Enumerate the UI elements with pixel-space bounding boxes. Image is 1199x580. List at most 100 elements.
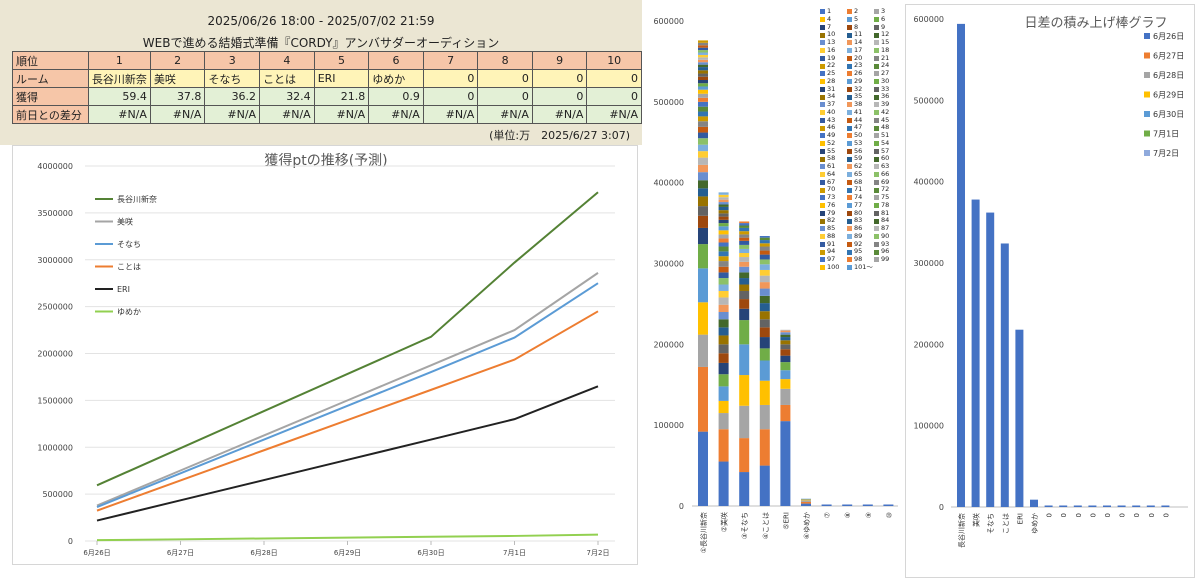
legend-item: 62 (847, 163, 874, 171)
bar-segment (718, 290, 729, 298)
legend-label: 8 (854, 23, 859, 31)
legend-item: 53 (847, 140, 874, 148)
points-cell: 21.8 (313, 87, 370, 106)
legend-item: 60 (874, 155, 901, 163)
bar-segment (759, 337, 770, 349)
legend-label: 26 (854, 70, 863, 77)
x-tick-label: ⑥ゆめか (803, 512, 811, 539)
legend-label: 75 (881, 194, 890, 201)
stacked-bar-chart: 0 100000 200000 300000 400000 500000 600000 ①長谷… (653, 17, 898, 553)
bar-segment (698, 111, 708, 117)
legend-item: 5 (847, 16, 874, 24)
legend-item: 25 (820, 70, 847, 78)
bar-segment (739, 244, 750, 249)
rank-cell: 1 (87, 51, 151, 70)
bar (1030, 499, 1038, 507)
legend-swatch (1144, 91, 1150, 98)
legend-label: 44 (854, 116, 863, 124)
bar-segment (801, 503, 811, 506)
legend-label: 66 (881, 170, 890, 178)
legend-label: 29 (854, 77, 863, 85)
legend-label: 47 (854, 124, 863, 132)
points-cell: 37.8 (149, 87, 206, 106)
bar-segment (718, 202, 729, 205)
legend-label: 57 (881, 147, 890, 155)
x-tick-label: そなち (987, 513, 995, 534)
legend-label: 長谷川新奈 (117, 194, 157, 204)
bar-segment (718, 461, 729, 506)
legend-label: 87 (881, 225, 890, 232)
legend-label: 22 (827, 62, 836, 70)
bar-segment (718, 362, 729, 375)
bar-segment (718, 234, 729, 239)
bar-segment (698, 431, 708, 506)
legend-swatch (847, 257, 852, 263)
legend-label: 5 (854, 15, 859, 23)
bar-segment (739, 227, 750, 232)
series-line (96, 385, 599, 522)
legend-item: 45 (874, 117, 901, 125)
room-cell: そなち (204, 69, 261, 88)
bar-segment (698, 151, 708, 158)
x-tick-label: ⑧ (844, 512, 852, 518)
bar-segment (698, 121, 708, 127)
legend-item: 28 (820, 78, 847, 86)
legend-item: 78 (874, 202, 901, 210)
diff-cell: #N/A (313, 105, 370, 124)
row-label: ルーム (12, 69, 89, 88)
bar-segment (739, 252, 750, 258)
legend-item: 26 (847, 70, 874, 78)
bar-segment (759, 250, 770, 255)
room-cell: 0 (477, 69, 533, 88)
legend-item: 22 (820, 62, 847, 70)
y-tick-label: 500000 (913, 96, 944, 105)
bar-segment (718, 297, 729, 305)
legend-swatch (820, 172, 825, 178)
legend-label: 80 (854, 209, 863, 217)
legend-swatch (820, 117, 825, 123)
legend-item: 11 (847, 31, 874, 39)
bar-segment (739, 290, 750, 300)
legend-item: 74 (847, 194, 874, 202)
bar-segment (718, 261, 729, 267)
legend-swatch (847, 203, 852, 209)
legend-label: 76 (827, 201, 836, 209)
legend-label: 77 (854, 201, 863, 209)
legend-item: 29 (847, 78, 874, 86)
legend-label: 13 (827, 39, 836, 46)
legend-swatch (847, 249, 852, 255)
bar-segment (780, 340, 791, 345)
legend-swatch (820, 226, 825, 232)
bar-segment (759, 288, 770, 296)
legend-item: 37 (820, 101, 847, 109)
legend-item: 44 (847, 117, 874, 125)
legend-item: 89 (847, 233, 874, 241)
legend-item: 4 (820, 16, 847, 24)
legend-label: 69 (881, 178, 890, 186)
rank-cell: 3 (204, 51, 261, 70)
x-tick-label: ①長谷川新奈 (699, 512, 708, 553)
bar-segment (718, 242, 729, 247)
bar (1000, 243, 1009, 508)
bar-segment (759, 240, 770, 244)
bar-segment (739, 237, 750, 241)
legend-swatch (820, 40, 825, 46)
x-tick-label: 6月26日 (83, 549, 110, 557)
bar-segment (718, 219, 729, 224)
legend-swatch (847, 125, 852, 131)
x-tick-label: 0 (1089, 513, 1097, 517)
legend-item: 23 (847, 62, 874, 70)
legend-item: 32 (847, 86, 874, 94)
legend-label: 95 (854, 248, 863, 256)
bar-segment (698, 144, 708, 152)
room-cell: 0 (586, 69, 642, 88)
bar-segment (698, 188, 708, 197)
legend-label: 48 (881, 124, 890, 132)
bar-segment (718, 197, 729, 200)
legend-label: 53 (854, 139, 863, 147)
rank-cell: 5 (313, 51, 370, 70)
legend-label: 14 (854, 39, 863, 46)
legend-label: 59 (854, 155, 863, 163)
legend-swatch (874, 249, 879, 255)
legend-item: 41 (847, 109, 874, 117)
